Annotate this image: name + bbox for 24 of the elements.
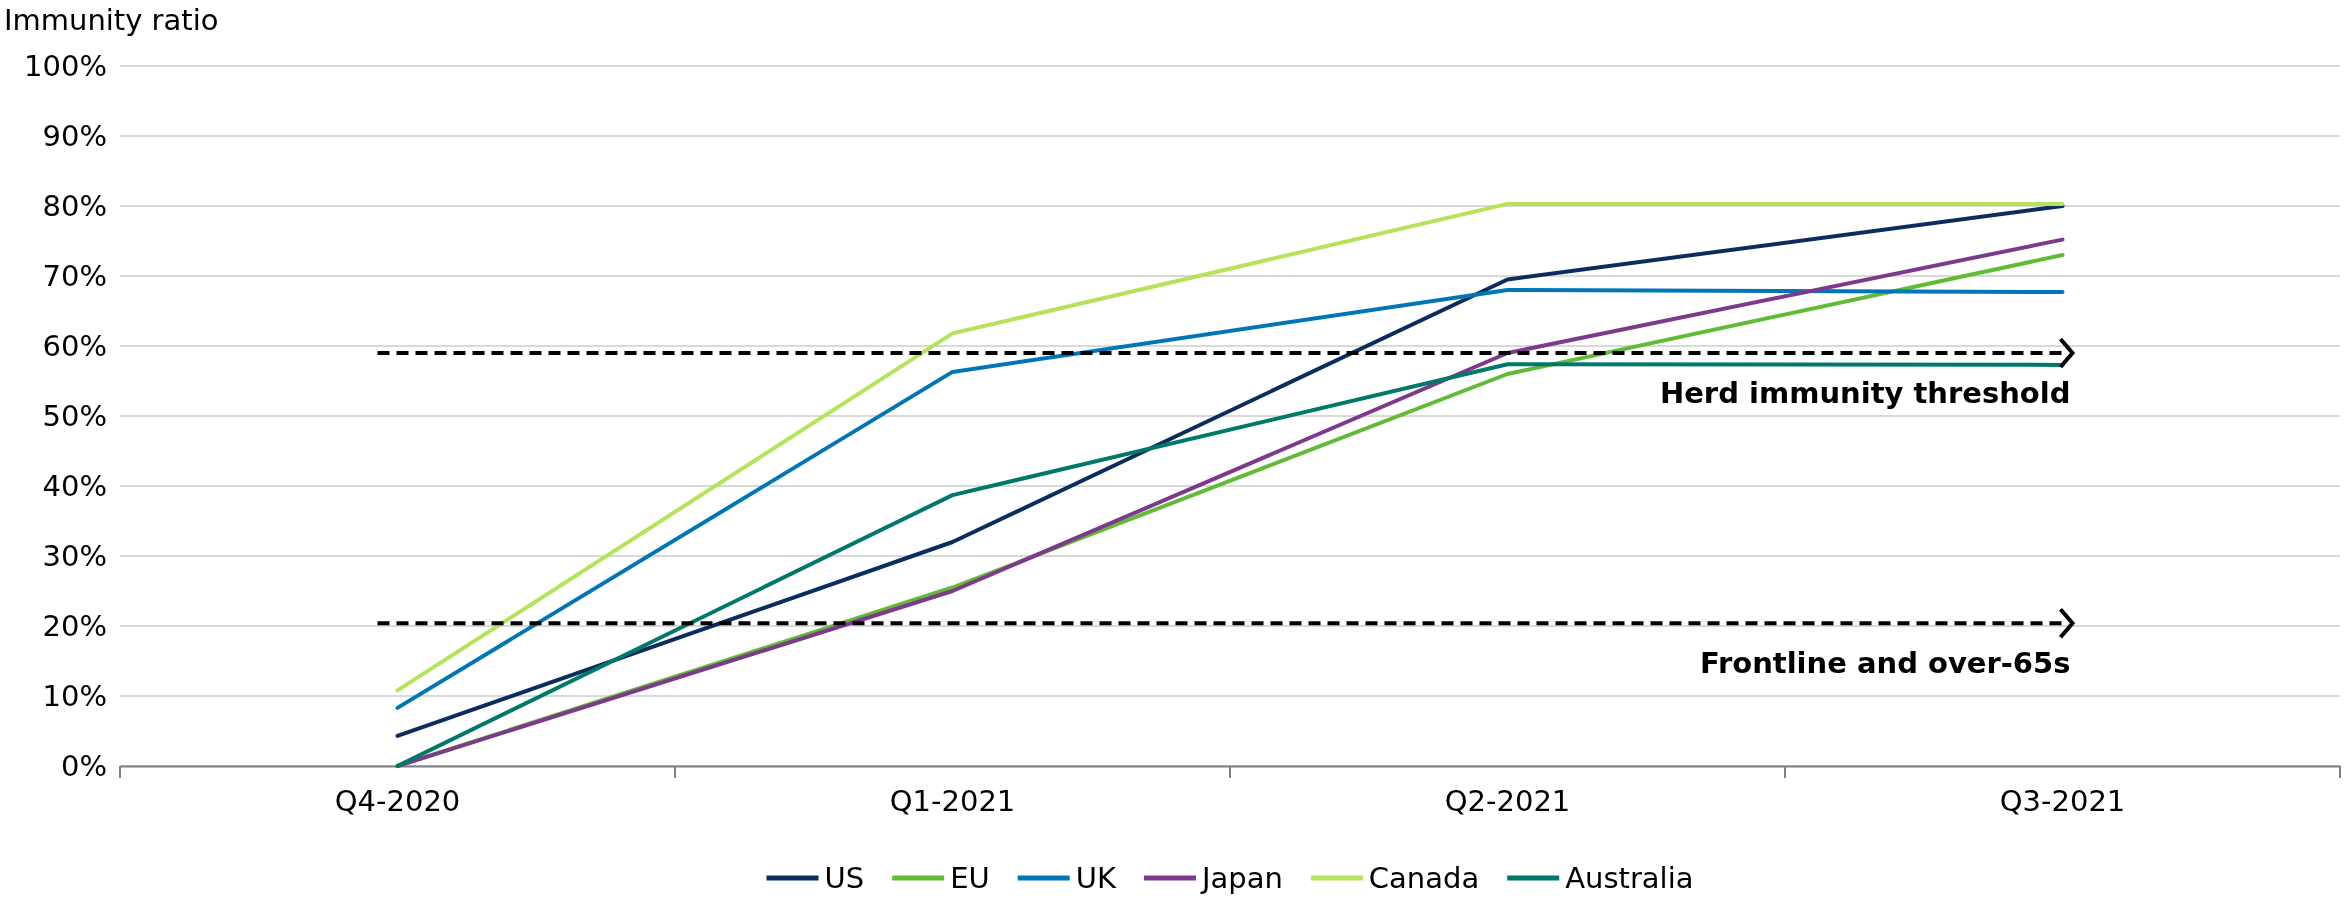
legend-label: US	[824, 861, 865, 895]
y-tick-label: 80%	[42, 188, 107, 223]
legend-label: Australia	[1565, 861, 1694, 895]
y-tick-label: 40%	[42, 468, 107, 503]
y-tick-label: 30%	[42, 538, 107, 573]
legend-label: Canada	[1368, 861, 1480, 895]
y-tick-label: 10%	[42, 678, 107, 713]
y-tick-label: 90%	[42, 118, 107, 153]
legend-label: EU	[950, 861, 990, 895]
legend-label: Japan	[1199, 861, 1283, 895]
legend-label: UK	[1075, 861, 1117, 895]
y-tick-label: 0%	[60, 748, 107, 783]
y-tick-label: 20%	[42, 608, 107, 643]
x-tick-label: Q2-2021	[1444, 783, 1571, 818]
y-tick-label: 70%	[42, 258, 107, 293]
y-tick-label: 100%	[24, 48, 107, 83]
y-axis-title: Immunity ratio	[4, 3, 219, 37]
ref-line-label: Frontline and over-65s	[1699, 646, 2071, 681]
x-tick-label: Q3-2021	[1999, 783, 2126, 818]
y-tick-label: 50%	[42, 398, 107, 433]
y-tick-label: 60%	[42, 328, 107, 363]
ref-line-label: Herd immunity threshold	[1659, 376, 2071, 410]
x-tick-label: Q1-2021	[889, 783, 1016, 818]
x-tick-label: Q4-2020	[334, 783, 461, 818]
